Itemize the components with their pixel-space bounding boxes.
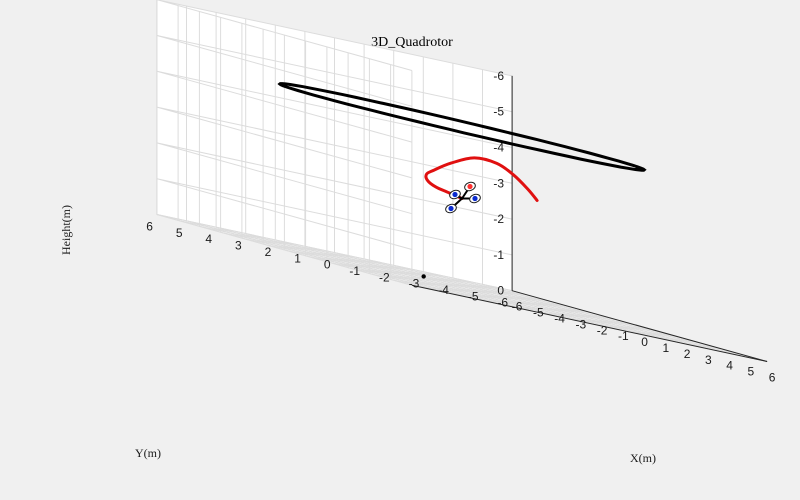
y-axis-line [411,284,768,362]
x-tick-label: 5 [748,365,755,379]
x-tick-label: -2 [597,323,608,337]
y-tick-label: -1 [349,264,360,278]
z-tick-label: -4 [493,141,504,155]
grid-line-z [156,106,513,184]
y-tick-label: 6 [146,220,153,234]
y-tick-label: 5 [176,226,183,240]
y-tick-label: -5 [468,289,479,303]
grid [156,0,768,362]
x-tick-label: -1 [618,329,629,343]
x-tick-label: 0 [641,335,648,349]
y-axis-label: Y(m) [135,446,161,460]
x-axis-label: X(m) [630,451,656,465]
z-tick-label: -2 [493,212,504,226]
y-tick-label: 1 [294,251,301,265]
x-tick-label: 1 [663,341,670,355]
z-tick-label: 0 [497,284,504,298]
y-tick-label: 0 [324,258,331,272]
grid-line-z [156,35,513,113]
x-tick-label: 4 [726,359,733,373]
x-tick-label: 2 [684,347,691,361]
x-tick-label: -5 [533,306,544,320]
flight-trajectory [424,156,539,202]
grid-line-z [156,214,513,292]
rotor-hub [448,205,454,212]
z-tick-label: -3 [493,176,504,190]
x-tick-label: 3 [705,353,712,367]
x-axis-line [511,290,768,362]
z-tick-label: -1 [493,248,504,262]
reference-circle [277,82,647,172]
y-tick-label: 2 [265,245,272,259]
y-tick-label: -6 [497,296,508,310]
grid-line-z [156,70,513,148]
z-tick-label: -5 [493,105,504,119]
axes-frame [411,75,768,362]
y-tick-label: -2 [379,270,390,284]
plot-series [277,82,647,279]
rotor-hub [467,183,473,190]
x-tick-label: -6 [512,300,523,314]
chart-title: 3D_Quadrotor [371,35,453,50]
start-point-marker [421,274,426,279]
y-tick-label: -3 [409,277,420,291]
x-tick-label: -3 [576,317,587,331]
x-tick-label: 6 [769,371,776,385]
y-tick-label: 3 [235,239,242,253]
y-tick-label: -4 [438,283,449,297]
tick-labels: -6 -5 -4 -3 -2 -1 0 1 2 3 4 5 6-6-5-4-3-2-10123456-6… [146,69,776,385]
z-axis-label: Height(m) [59,205,73,255]
x-tick-label: -4 [554,312,565,326]
quadrotor-icon [445,181,481,214]
z-tick-label: -6 [493,69,504,83]
rotor-hub [472,195,478,202]
grid-line-z [156,0,513,77]
grid-line-z [156,178,513,256]
y-tick-label: 4 [205,232,212,246]
grid-line-z [156,142,513,220]
rotor-hub [452,191,458,198]
